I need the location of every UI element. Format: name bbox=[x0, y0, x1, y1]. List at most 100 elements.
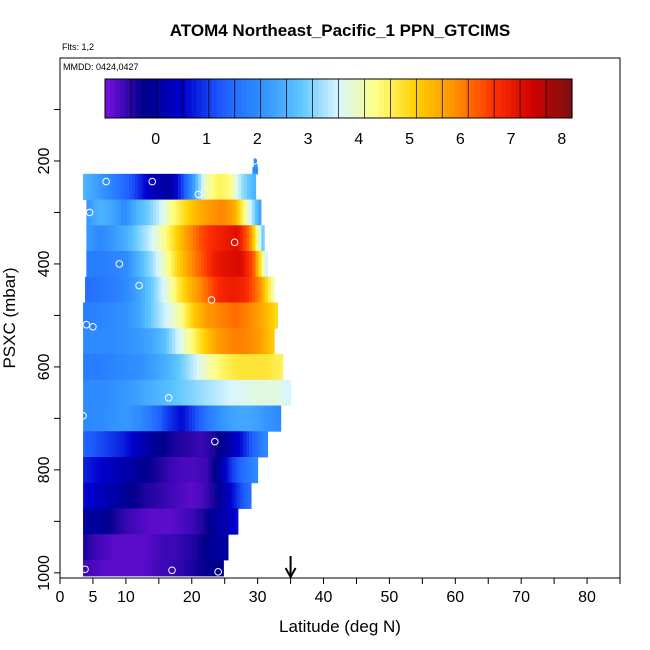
heatmap-cell bbox=[113, 276, 118, 303]
heatmap-cell bbox=[115, 559, 119, 577]
heatmap-cell bbox=[234, 457, 238, 484]
heatmap-cell bbox=[83, 482, 87, 509]
heatmap-cell bbox=[86, 379, 91, 406]
heatmap-cell bbox=[254, 302, 259, 329]
heatmap-cell bbox=[164, 199, 169, 226]
heatmap-cell bbox=[85, 457, 90, 484]
heatmap-cell bbox=[87, 534, 91, 561]
colorbar-segment bbox=[176, 79, 182, 118]
heatmap-cell bbox=[203, 482, 207, 509]
heatmap-cell bbox=[191, 508, 195, 535]
heatmap-cell bbox=[94, 482, 98, 509]
heatmap-cell bbox=[118, 302, 123, 329]
heatmap-cell bbox=[188, 405, 193, 432]
heatmap-cell bbox=[133, 225, 138, 252]
heatmap-cell bbox=[274, 405, 278, 432]
heatmap-cell bbox=[220, 276, 225, 303]
heatmap-cell bbox=[252, 225, 256, 252]
heatmap-cell bbox=[219, 354, 224, 381]
heatmap-cell bbox=[123, 457, 128, 484]
heatmap-cell bbox=[172, 354, 177, 381]
colorbar-tick-label: 8 bbox=[557, 131, 566, 148]
heatmap-cell bbox=[211, 482, 216, 509]
heatmap-cell bbox=[214, 457, 218, 484]
heatmap-cell bbox=[131, 379, 136, 406]
heatmap-cell bbox=[140, 173, 144, 200]
colorbar-segment bbox=[160, 79, 167, 118]
heatmap-cell bbox=[107, 251, 112, 278]
heatmap-cell bbox=[223, 328, 227, 355]
heatmap-cell bbox=[112, 199, 116, 226]
heatmap-cell bbox=[226, 276, 231, 303]
heatmap-cell bbox=[155, 379, 160, 406]
heatmap-cell bbox=[160, 559, 164, 577]
x-tick-label: 30 bbox=[249, 589, 267, 606]
heatmap-cell bbox=[222, 251, 226, 278]
colorbar-segment bbox=[252, 79, 258, 118]
heatmap-cell bbox=[166, 225, 170, 252]
heatmap-cell bbox=[184, 534, 188, 561]
heatmap-cell bbox=[120, 457, 125, 484]
heatmap-cell bbox=[169, 354, 174, 381]
heatmap-cell bbox=[162, 559, 166, 577]
heatmap-cell bbox=[225, 302, 230, 329]
heatmap-cell bbox=[269, 354, 274, 381]
heatmap-cell bbox=[134, 559, 138, 577]
heatmap-cell bbox=[239, 431, 244, 458]
heatmap-cell bbox=[186, 379, 191, 406]
heatmap-cell bbox=[163, 173, 167, 200]
heatmap-cell bbox=[154, 225, 159, 252]
heatmap-cell bbox=[193, 302, 197, 329]
heatmap-cell bbox=[255, 251, 259, 278]
heatmap-cell bbox=[221, 559, 224, 577]
heatmap-cell bbox=[147, 302, 152, 329]
heatmap-cell bbox=[150, 482, 154, 509]
heatmap-cell bbox=[86, 225, 90, 252]
colorbar-segment bbox=[140, 79, 147, 118]
heatmap-cell bbox=[145, 225, 150, 252]
sample-point bbox=[89, 322, 97, 331]
heatmap-cell bbox=[188, 199, 192, 226]
heatmap-cell bbox=[167, 199, 172, 226]
heatmap-cell bbox=[169, 173, 173, 200]
heatmap-cell bbox=[132, 199, 137, 226]
heatmap-cell bbox=[280, 379, 285, 406]
sample-point bbox=[214, 568, 222, 576]
heatmap-cell bbox=[129, 457, 134, 484]
heatmap-cell bbox=[149, 251, 154, 278]
heatmap-cell bbox=[102, 328, 106, 355]
heatmap-cell bbox=[135, 276, 140, 303]
heatmap-cell bbox=[156, 199, 160, 226]
heatmap-cell bbox=[143, 534, 147, 561]
heatmap-cell bbox=[137, 508, 141, 535]
heatmap-cell bbox=[256, 354, 260, 381]
sample-point bbox=[230, 238, 239, 247]
heatmap-cell bbox=[141, 379, 146, 406]
heatmap-cell bbox=[126, 457, 131, 484]
heatmap-cell bbox=[116, 431, 121, 458]
heatmap-cell bbox=[112, 302, 116, 329]
heatmap-cell bbox=[126, 276, 130, 303]
heatmap-cell bbox=[166, 173, 170, 200]
colorbar-segment bbox=[450, 79, 456, 118]
heatmap-cell bbox=[116, 508, 120, 535]
heatmap-cell bbox=[119, 251, 124, 278]
heatmap-cell bbox=[206, 431, 210, 458]
colorbar-segment bbox=[308, 79, 314, 118]
heatmap-cell bbox=[217, 276, 222, 303]
heatmap-cell bbox=[150, 559, 154, 577]
heatmap-cell bbox=[261, 431, 265, 458]
heatmap-cell bbox=[116, 405, 120, 432]
heatmap-cell bbox=[124, 379, 129, 406]
heatmap-cell bbox=[167, 457, 171, 484]
heatmap-cell bbox=[146, 173, 150, 200]
heatmap-cell bbox=[211, 405, 216, 432]
heatmap-cell bbox=[276, 379, 281, 406]
heatmap-cell bbox=[276, 354, 280, 381]
heatmap-cell bbox=[248, 457, 253, 484]
heatmap-cell bbox=[169, 482, 174, 509]
heatmap-cell bbox=[208, 199, 212, 226]
heatmap-cell bbox=[145, 379, 150, 406]
heatmap-cell bbox=[130, 225, 135, 252]
heatmap-cell bbox=[94, 276, 99, 303]
